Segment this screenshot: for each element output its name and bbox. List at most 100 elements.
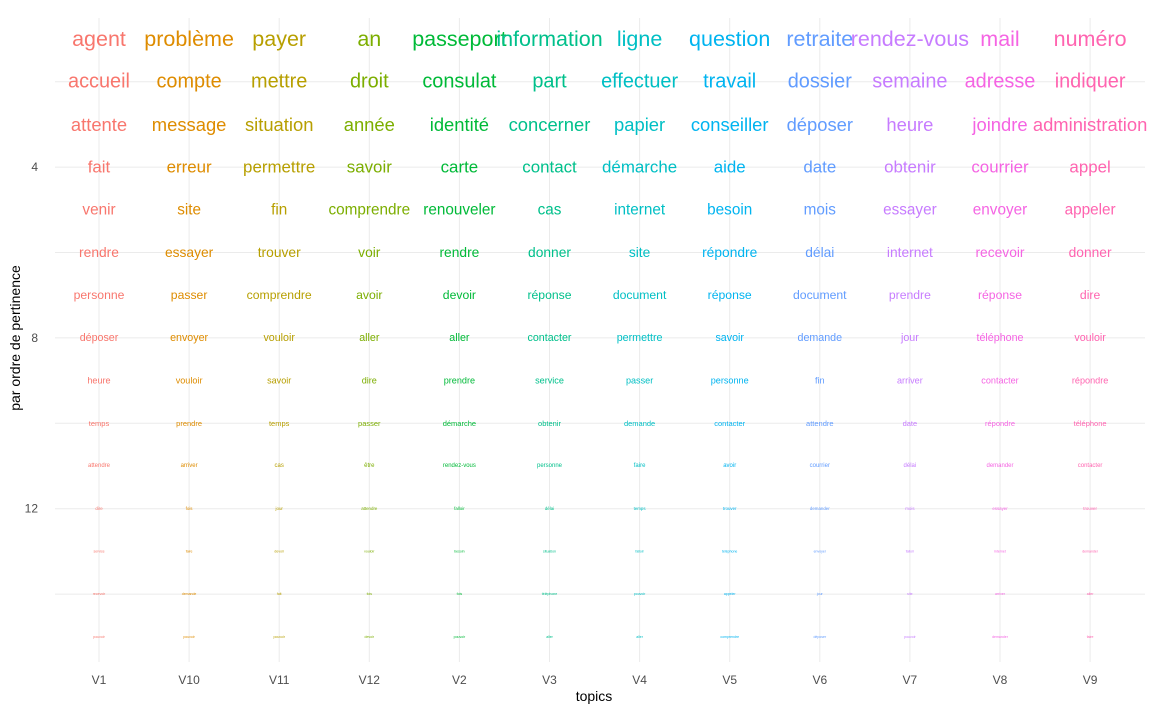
x-tick-label: V12: [359, 673, 381, 687]
word-label: dossier: [788, 71, 852, 93]
word-label: dire: [95, 506, 103, 511]
x-tick-label: V1: [92, 673, 107, 687]
word-label: voir: [358, 245, 381, 260]
word-label: heure: [87, 376, 110, 386]
word-label: numéro: [1054, 27, 1127, 51]
word-label: rendez-vous: [443, 463, 476, 469]
word-label: attendre: [361, 506, 378, 511]
word-label: indiquer: [1055, 71, 1126, 93]
x-axis-ticks: V1 V10 V11 V12 V2 V3 V4 V5 V6 V7 V8 V9: [92, 673, 1098, 687]
word-label: obtenir: [538, 419, 561, 428]
word-label: aller: [1087, 592, 1094, 596]
y-axis-label: par ordre de pertinence: [7, 265, 23, 411]
word-label: jour: [275, 506, 284, 511]
y-axis-ticks: 4 8 12: [25, 160, 39, 516]
word-label: aller: [636, 635, 643, 639]
word-label: déposer: [787, 114, 853, 135]
word-label: aller: [449, 332, 470, 344]
word-label: pouvoir: [634, 592, 646, 596]
word-label: conseiller: [691, 114, 769, 135]
word-label: document: [613, 288, 667, 302]
word-label: répondre: [702, 245, 758, 260]
word-label: fois: [186, 506, 194, 511]
word-label: recevoir: [975, 245, 1024, 260]
word-label: arriver: [995, 592, 1006, 596]
word-label: site: [177, 201, 201, 218]
word-label: trouver: [723, 506, 737, 511]
word-label: donner: [1069, 245, 1112, 260]
word-label: savoir: [715, 332, 744, 344]
word-label: savoir: [267, 376, 291, 386]
word-label: besoin: [454, 549, 464, 553]
word-label: téléphone: [722, 549, 737, 553]
word-label: recevoir: [93, 592, 106, 596]
word-label: mois: [905, 506, 915, 511]
word-label: prendre: [889, 288, 931, 302]
word-label: demander: [1082, 549, 1099, 553]
x-tick-label: V10: [178, 673, 200, 687]
word-label: agent: [72, 27, 126, 51]
word-label: contacter: [981, 376, 1018, 386]
x-tick-label: V6: [812, 673, 827, 687]
word-label: problème: [144, 27, 234, 51]
word-label: demander: [986, 463, 1013, 469]
words-layer: agent accueil attente fait venir rendre person…: [68, 27, 1147, 639]
x-axis-label: topics: [576, 688, 613, 704]
x-tick-label: V11: [269, 673, 290, 687]
word-label: consulat: [422, 71, 497, 93]
word-label: faire: [634, 463, 646, 469]
word-label: trouver: [258, 245, 301, 260]
word-label: demande: [182, 592, 197, 596]
word-label: identité: [430, 114, 489, 135]
word-label: faire: [186, 549, 193, 553]
word-label: délai: [805, 245, 834, 260]
word-label: pouvoir: [454, 635, 466, 639]
word-label: vouloir: [176, 376, 203, 386]
word-label: service: [535, 376, 564, 386]
word-label: besoin: [707, 201, 752, 218]
word-label: année: [344, 114, 395, 135]
word-label: concerner: [509, 114, 591, 135]
word-label: contacter: [1078, 463, 1103, 469]
word-label: réponse: [978, 288, 1022, 302]
word-label: adresse: [965, 71, 1036, 93]
word-label: compte: [156, 71, 221, 93]
x-tick-label: V9: [1083, 673, 1098, 687]
word-label: joindre: [971, 114, 1027, 135]
word-label: demande: [798, 332, 843, 344]
word-label: appel: [1069, 158, 1110, 177]
word-label: savoir: [347, 158, 392, 177]
word-label: passer: [171, 288, 208, 302]
word-label: essayer: [883, 201, 937, 218]
word-label: personne: [74, 288, 125, 302]
word-label: pouvoir: [904, 635, 916, 639]
word-label: internet: [614, 201, 666, 218]
word-label: dire: [362, 376, 377, 386]
word-label: jour: [900, 332, 919, 344]
grid-lines: [55, 18, 1145, 662]
word-label: devoir: [365, 635, 375, 639]
word-label: courrier: [810, 463, 830, 469]
word-label: internet: [887, 245, 933, 260]
y-tick-label: 12: [25, 502, 39, 516]
word-label: mois: [804, 201, 837, 218]
word-label: appeler: [1065, 201, 1116, 218]
word-label: effectuer: [601, 71, 678, 93]
word-label: envoyer: [973, 201, 1027, 218]
word-label: pouvoir: [183, 635, 195, 639]
word-label: devoir: [274, 549, 284, 553]
word-label: erreur: [167, 158, 212, 177]
word-label: message: [152, 114, 227, 135]
word-label: personne: [537, 463, 563, 469]
word-label: falloir: [635, 549, 644, 553]
word-label: téléphone: [1074, 419, 1107, 428]
word-label: permettre: [617, 332, 663, 344]
word-label: passeport: [412, 27, 506, 51]
word-label: attendre: [88, 463, 111, 469]
word-label: comprendre: [328, 201, 410, 218]
word-label: mettre: [251, 71, 307, 93]
word-label: aide: [714, 158, 746, 177]
word-label: envoyer: [814, 549, 827, 553]
word-label: devoir: [443, 288, 476, 302]
